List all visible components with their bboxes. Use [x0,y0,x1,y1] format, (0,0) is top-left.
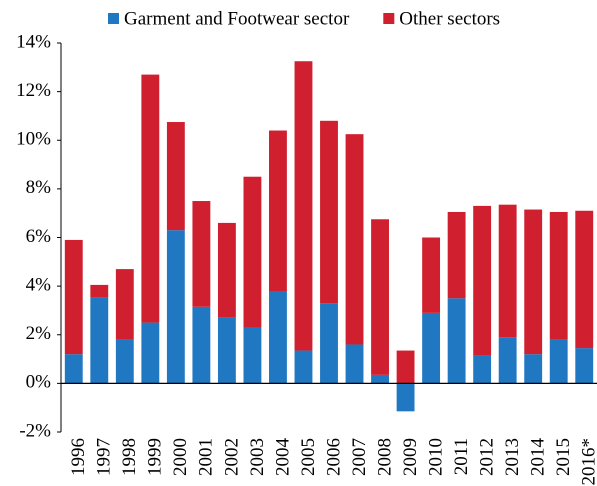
bar [141,74,160,323]
bar [498,337,517,384]
x-tick-label: 2003 [247,438,268,476]
bar [64,354,83,384]
x-tick-label: 2002 [221,438,242,476]
bar [575,210,594,349]
bar [396,350,415,384]
bar [524,354,543,384]
x-tick-label: 2008 [374,438,395,476]
bar [294,61,313,351]
bar [396,383,415,412]
x-tick-label: 2010 [425,438,446,476]
bar [473,355,492,384]
bar [166,122,185,231]
x-tick-label: 2009 [400,438,421,476]
x-tick-label: 1999 [145,438,166,476]
x-tick-label: 2000 [170,438,191,476]
bar [320,120,338,304]
bar [422,237,441,313]
bar [64,239,83,355]
x-tick-label: 1996 [68,438,89,476]
bar [345,344,364,384]
legend-label: Other sectors [399,8,500,29]
legend-swatch [383,13,395,24]
bar [115,339,134,384]
legend-swatch [108,13,119,24]
bar [294,350,313,384]
bar [320,303,338,384]
x-tick-label: 1997 [94,438,115,476]
bar [115,269,134,340]
bar [473,205,492,356]
bar [217,222,236,318]
x-tick-label: 2013 [502,438,523,476]
y-tick-label: 6% [26,226,52,247]
bar [549,339,568,384]
x-tick-label: 2005 [298,438,319,476]
bar [166,230,185,384]
y-tick-label: 14% [16,31,51,52]
bar [498,204,517,338]
x-tick-label: 2006 [323,438,344,476]
bar [371,219,389,375]
bar [422,312,441,384]
y-tick-label: 12% [16,80,51,101]
bar [345,134,364,345]
bar [371,374,389,384]
bar [243,176,262,328]
legend-label: Garment and Footwear sector [124,8,350,29]
bar [90,284,109,298]
bar [524,209,543,355]
y-tick-label: 10% [16,129,51,150]
bar [141,322,160,384]
bar [192,201,211,307]
bar [217,317,236,384]
y-tick-label: 8% [26,177,52,198]
x-tick-label: 2001 [196,438,217,476]
x-tick-label: 2016* [579,438,597,486]
bar [192,306,211,384]
x-tick-label: 2004 [272,438,293,477]
x-tick-label: 2011 [451,438,472,475]
x-tick-label: 2007 [349,438,370,476]
bar [447,211,466,299]
bar [447,298,466,384]
bar [269,290,287,384]
x-tick-label: 1998 [119,438,140,476]
bar [549,211,568,340]
bar [243,327,262,384]
y-tick-label: 4% [26,274,52,295]
x-tick-label: 2015 [553,438,574,476]
x-tick-label: 2012 [477,438,498,476]
y-tick-label: 0% [26,372,52,393]
bar [269,130,287,291]
y-tick-label: -2% [19,420,51,441]
bar [575,348,594,384]
y-tick-label: 2% [26,323,52,344]
bar [90,297,109,384]
x-tick-label: 2014 [528,438,549,477]
